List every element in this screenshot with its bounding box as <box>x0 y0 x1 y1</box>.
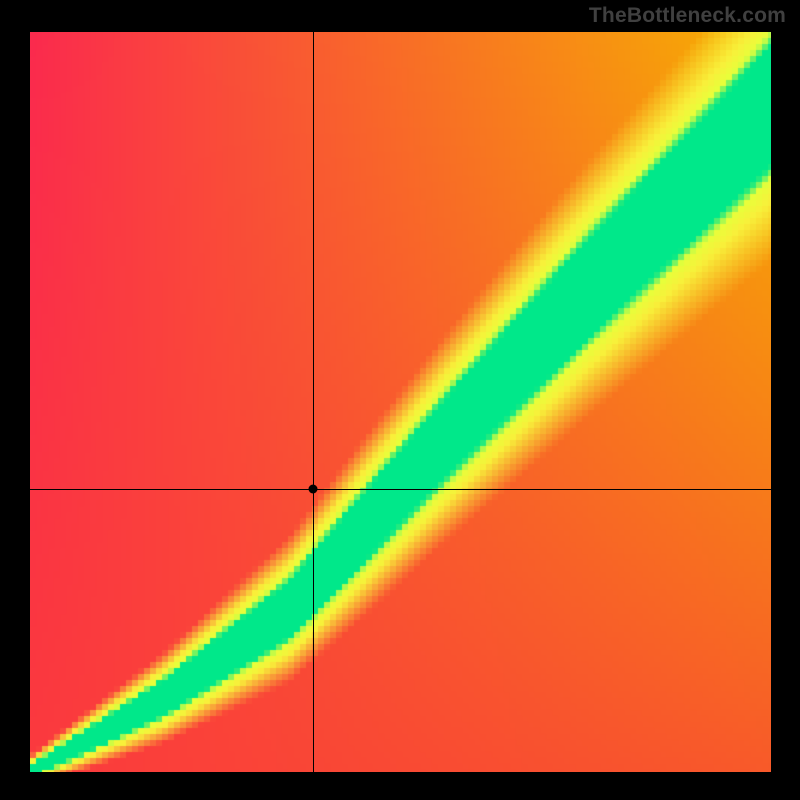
heatmap-canvas <box>30 32 771 772</box>
crosshair-horizontal <box>30 489 771 490</box>
crosshair-marker <box>309 485 318 494</box>
heatmap-plot <box>30 32 771 772</box>
crosshair-vertical <box>313 32 314 772</box>
watermark-text: TheBottleneck.com <box>589 4 786 28</box>
